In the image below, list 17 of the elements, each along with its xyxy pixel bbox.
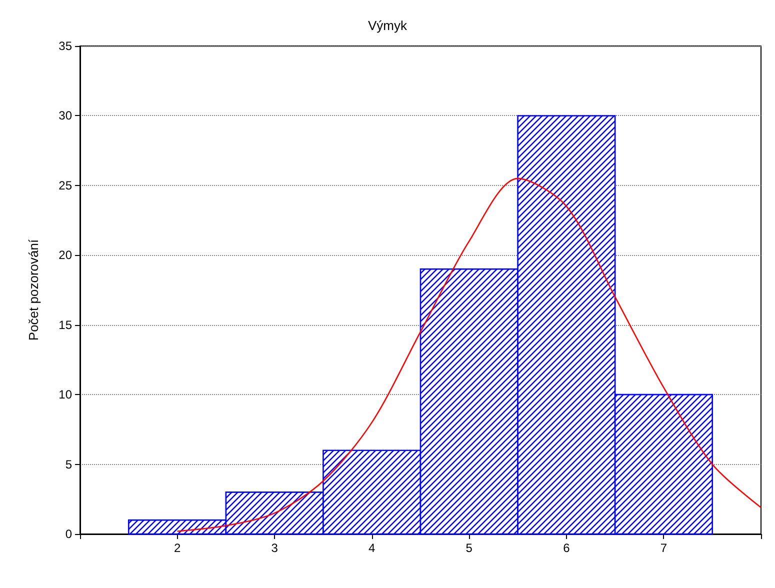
x-tick-label: 2 xyxy=(174,541,181,555)
y-tick-label: 25 xyxy=(58,178,72,192)
y-tick-label: 20 xyxy=(58,248,72,262)
line-series xyxy=(176,178,762,532)
chart-title: Výmyk xyxy=(368,18,408,33)
y-tick-label: 15 xyxy=(58,318,72,332)
y-axis-title: Počet pozorování xyxy=(26,239,41,341)
y-tick-label: 0 xyxy=(65,527,72,541)
x-tick-label: 6 xyxy=(563,541,570,555)
x-tick-label: 7 xyxy=(660,541,668,555)
y-tick-label: 35 xyxy=(58,39,72,53)
x-tick-label: 5 xyxy=(466,541,473,555)
y-tick-label: 30 xyxy=(58,108,72,123)
y-tick-label: 5 xyxy=(65,457,72,472)
x-tick-label: 3 xyxy=(271,541,278,555)
y-tick-label: 10 xyxy=(58,388,72,402)
x-tick-label: 4 xyxy=(368,541,376,555)
